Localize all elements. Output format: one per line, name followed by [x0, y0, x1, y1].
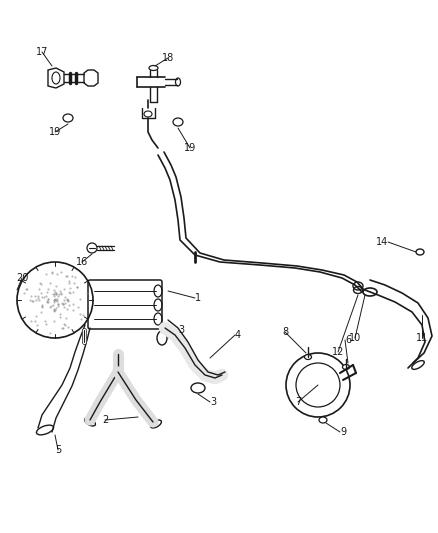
Text: 3: 3	[210, 397, 216, 407]
Text: 5: 5	[55, 445, 61, 455]
Text: 14: 14	[376, 237, 388, 247]
Text: 9: 9	[340, 427, 346, 437]
Text: 7: 7	[295, 397, 301, 407]
Text: 11: 11	[416, 333, 428, 343]
Text: 18: 18	[162, 53, 174, 63]
Text: 20: 20	[16, 273, 28, 283]
Text: 6: 6	[345, 335, 351, 345]
Text: 16: 16	[76, 257, 88, 267]
Text: 19: 19	[184, 143, 196, 153]
Text: 8: 8	[282, 327, 288, 337]
Ellipse shape	[343, 365, 350, 369]
Ellipse shape	[304, 354, 311, 359]
Text: 1: 1	[195, 293, 201, 303]
Text: 17: 17	[36, 47, 48, 57]
Text: 2: 2	[102, 415, 108, 425]
Text: 10: 10	[349, 333, 361, 343]
Text: 19: 19	[49, 127, 61, 137]
Text: 3: 3	[178, 325, 184, 335]
Text: 12: 12	[332, 347, 344, 357]
Ellipse shape	[353, 282, 363, 290]
Text: 4: 4	[235, 330, 241, 340]
Ellipse shape	[319, 417, 327, 423]
